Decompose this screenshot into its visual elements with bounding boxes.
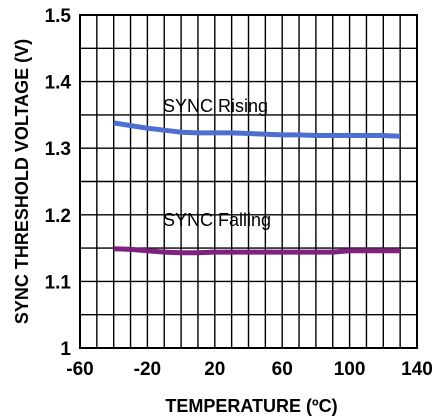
- y-tick-label: 1.5: [45, 6, 72, 27]
- y-tick-label: 1.4: [45, 73, 72, 94]
- plot-frame: [79, 14, 418, 349]
- series-line-sync-falling: [113, 246, 401, 256]
- series-label-sync-rising: SYNC Rising: [163, 96, 268, 116]
- x-axis-title: TEMPERATURE (ºC): [165, 396, 337, 416]
- x-tick-label: 60: [272, 359, 293, 380]
- x-tick-labels: -60 -20 20 60 100 140: [66, 359, 432, 380]
- y-tick-labels: 1 1.1 1.2 1.3 1.4 1.5: [45, 6, 72, 360]
- y-axis-title: SYNC THRESHOLD VOLTAGE (V): [12, 39, 32, 324]
- x-tick-label: 140: [401, 359, 432, 380]
- series-line-sync-rising: [113, 120, 401, 139]
- y-tick-label: 1.1: [45, 272, 72, 293]
- x-tick-label: -60: [66, 359, 93, 380]
- y-tick-label: 1.3: [45, 139, 71, 160]
- series-label-sync-falling: SYNC Falling: [163, 210, 271, 230]
- x-tick-label: -20: [134, 359, 161, 380]
- grid: [80, 15, 417, 348]
- x-tick-label: 100: [334, 359, 366, 380]
- y-tick-label: 1.2: [45, 206, 71, 227]
- x-tick-label: 20: [204, 359, 225, 380]
- y-tick-label: 1: [60, 339, 71, 360]
- series-layer: [113, 120, 401, 256]
